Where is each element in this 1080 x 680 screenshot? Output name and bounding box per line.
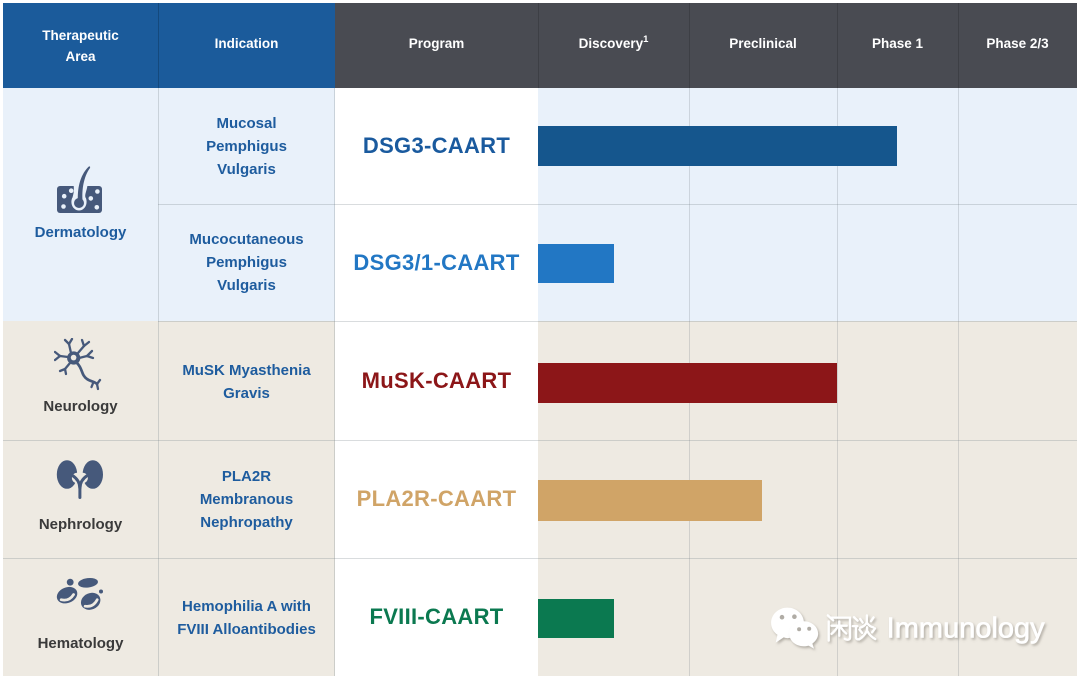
svg-text:Immunology: Immunology: [887, 613, 1046, 645]
